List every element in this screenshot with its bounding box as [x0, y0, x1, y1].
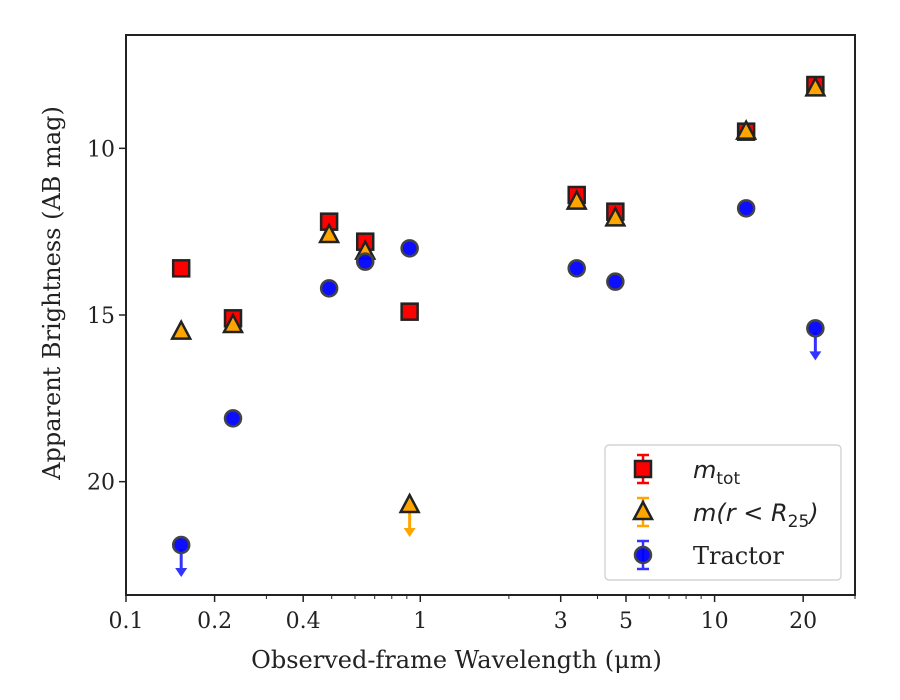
point-circle-4: [400, 239, 419, 258]
x-tick-label-0: 0.1: [109, 609, 144, 634]
point-triangle-4-limit-arrow-head: [403, 528, 416, 537]
point-triangle-6: [604, 205, 627, 227]
legend-label-1: m(r < R25): [693, 499, 819, 532]
legend-entry-triangle: m(r < R25): [631, 496, 819, 532]
series-circle: [171, 199, 825, 577]
series-square: [171, 75, 825, 328]
point-square-0: [171, 259, 191, 278]
axes: 0.1 0.2 0.4 1 3 5 10 20 10 15 20 Observed-frame Wav…: [38, 34, 856, 674]
point-circle-7: [736, 199, 756, 218]
point-circle-1: [223, 409, 243, 428]
point-circle-8-limit-arrow-head: [809, 351, 822, 361]
point-circle-5: [567, 259, 586, 278]
point-circle-0: [171, 535, 191, 555]
x-tick-label-7: 20: [789, 609, 817, 634]
x-tick-label-6: 10: [701, 609, 729, 634]
point-triangle-4: [398, 492, 421, 514]
point-square-4: [400, 302, 419, 321]
point-triangle-7: [735, 118, 758, 140]
legend-label-2: Tractor: [693, 542, 784, 570]
point-triangle-5: [565, 188, 588, 210]
x-tick-label-1: 0.2: [197, 609, 232, 634]
legend-marker-0: [633, 459, 653, 479]
point-triangle-8: [804, 75, 827, 97]
point-circle-8: [806, 319, 825, 338]
x-tick-label-3: 1: [413, 609, 427, 634]
y-tick-label-1: 15: [87, 304, 115, 329]
plot-area: [170, 75, 827, 577]
point-circle-2: [319, 279, 339, 298]
point-triangle-0: [170, 318, 193, 340]
x-axis-label: Observed-frame Wavelength (μm): [251, 646, 662, 674]
legend-entry-circle: Tractor: [633, 539, 784, 571]
legend-box: [604, 444, 842, 581]
y-tick-label-2: 20: [87, 471, 115, 496]
point-circle-6: [606, 272, 625, 291]
x-tick-label-2: 0.4: [286, 609, 321, 634]
point-circle-3: [355, 252, 375, 271]
point-triangle-1: [221, 312, 245, 334]
x-tick-label-4: 3: [554, 609, 568, 634]
legend-marker-1: [631, 499, 655, 521]
y-axis-label: Apparent Brightness (AB mag): [38, 106, 66, 481]
point-circle-0-limit-arrow-head: [175, 568, 188, 577]
x-tick-label-5: 5: [619, 609, 633, 634]
point-triangle-2: [318, 222, 341, 244]
y-tick-label-0: 10: [87, 137, 115, 162]
legend-marker-2: [633, 545, 653, 565]
